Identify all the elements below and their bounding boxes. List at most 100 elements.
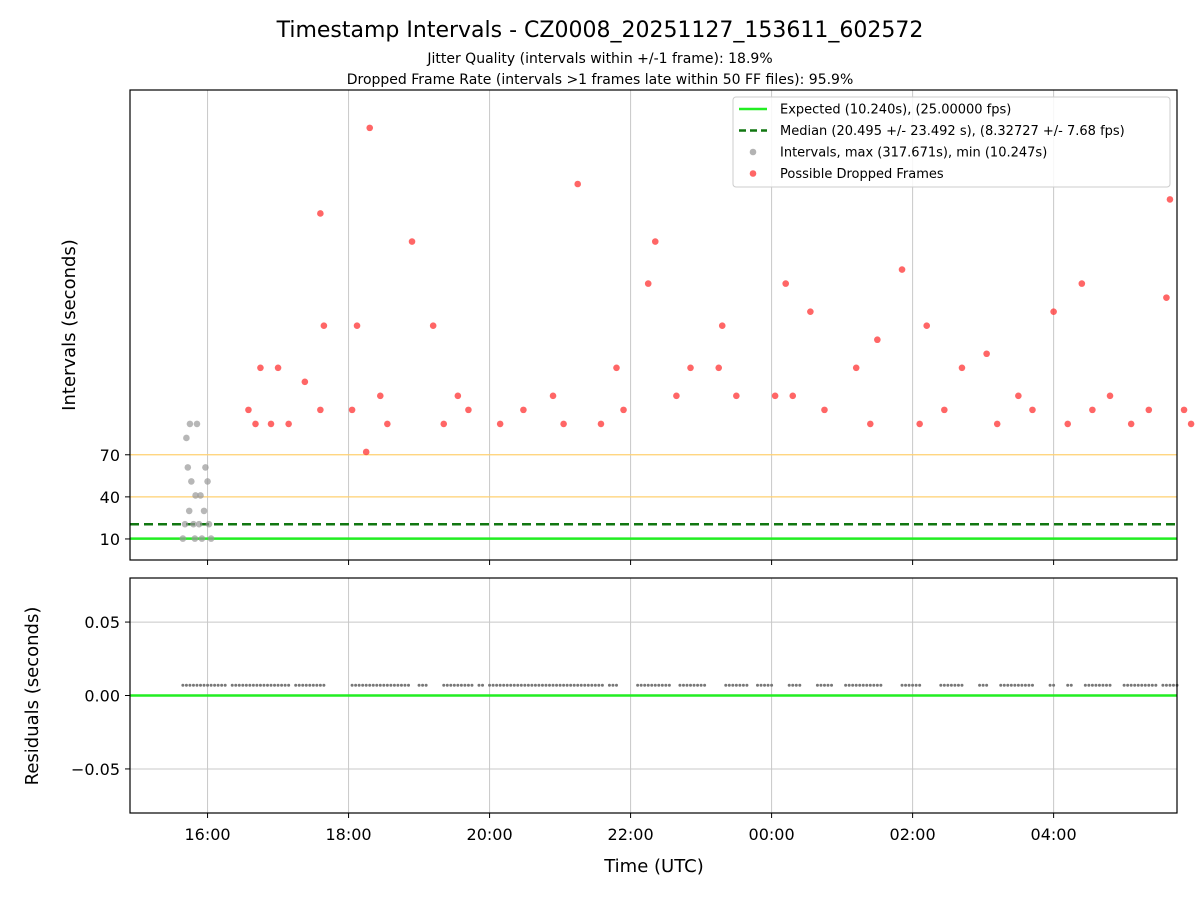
dropped-frame-point-5 [1166,196,1174,203]
residual-point-100 [593,683,597,687]
residual-point-190 [1097,683,1101,687]
residual-point-139 [798,683,802,687]
dropped-frame-point-6 [644,280,652,287]
dropped-frame-point-9 [1078,280,1086,287]
residual-point-16 [241,683,245,687]
residual-point-67 [470,683,474,687]
legend-entry-3: Possible Dropped Frames [780,167,944,182]
dropped-frame-point-44 [465,406,472,414]
residual-point-194 [1122,683,1126,687]
top-panel: 10 40 70 Intervals (seconds) Expected (10.… [59,89,1195,565]
top-axis-ticks: 10 40 70 [100,446,1055,565]
bottom-xtick-label-3: 22:00 [608,825,654,844]
interval-point-0 [179,535,187,542]
residual-point-26 [276,683,280,687]
residual-point-188 [1090,683,1094,687]
dropped-frame-point-23 [301,378,309,386]
residual-point-125 [727,683,731,687]
residual-point-141 [819,683,823,687]
bottom-xtick-label-4: 00:00 [749,825,795,844]
residual-point-175 [1009,683,1013,687]
dropped-frame-point-7 [782,280,789,287]
chart-title: Timestamp Intervals - CZ0008_20251127_15… [276,18,924,43]
dropped-frame-point-61 [1127,420,1135,428]
residual-point-38 [322,683,326,687]
dropped-frame-point-17 [923,322,931,330]
residual-point-118 [685,683,689,687]
residual-point-85 [540,683,544,687]
interval-point-7 [190,520,197,528]
interval-point-3 [184,464,192,471]
residual-point-110 [650,683,654,687]
bottom-xtick-label-2: 20:00 [467,825,513,844]
dropped-frame-point-60 [1089,406,1096,414]
residual-point-77 [512,683,516,687]
interval-point-1 [181,520,189,528]
residual-point-171 [985,683,989,687]
residual-point-142 [822,683,826,687]
residual-point-70 [488,683,492,687]
residual-point-199 [1140,683,1144,687]
residual-point-97 [583,683,587,687]
residual-point-99 [590,683,594,687]
legend: Expected (10.240s), (25.00000 fps) Median… [732,96,1171,188]
residual-point-185 [1069,683,1073,687]
top-ylabel: Intervals (seconds) [59,239,80,411]
dropped-frame-point-8 [898,266,906,273]
residual-point-78 [516,683,520,687]
bottom-ylabel: Residuals (seconds) [22,607,43,786]
dropped-frame-point-50 [673,392,680,400]
residual-point-129 [741,683,745,687]
residual-point-111 [653,683,657,687]
residual-point-173 [1002,683,1006,687]
residual-point-0 [181,683,185,687]
residual-point-11 [220,683,224,687]
residual-point-19 [251,683,255,687]
dropped-frame-point-13 [613,364,620,372]
residual-point-47 [378,683,382,687]
residual-point-151 [865,683,869,687]
residual-point-82 [530,683,534,687]
residual-point-76 [509,683,513,687]
dropped-frame-point-19 [983,350,990,358]
residual-point-180 [1027,683,1031,687]
residual-point-192 [1104,683,1108,687]
dropped-frame-point-21 [1163,294,1170,301]
dropped-frame-point-29 [852,364,860,372]
residual-point-205 [1164,683,1168,687]
residual-point-74 [502,683,506,687]
dropped-frame-point-46 [520,406,527,414]
residual-point-158 [907,683,911,687]
residual-point-4 [195,683,199,687]
dropped-frame-point-30 [687,364,694,372]
residual-point-181 [1030,683,1034,687]
residual-point-42 [361,683,365,687]
residual-point-15 [237,683,241,687]
residual-point-72 [495,683,499,687]
dropped-frame-point-1 [574,180,582,188]
residual-point-130 [745,683,749,687]
dropped-frame-point-42 [384,420,391,428]
top-plot-frame [129,89,1178,561]
bottom-ytick-label-2: −0.05 [71,760,120,779]
bottom-xtick-label-0: 16:00 [185,825,231,844]
residual-point-2 [188,683,192,687]
residual-point-5 [199,683,203,687]
residual-point-202 [1150,683,1154,687]
residual-point-195 [1126,683,1130,687]
legend-entry-0: Expected (10.240s), (25.00000 fps) [780,103,1011,118]
residual-point-198 [1136,683,1140,687]
dropped-frame-point-62 [1145,406,1153,414]
residual-point-83 [533,683,537,687]
residual-point-106 [636,683,640,687]
legend-swatch-3 [749,170,757,177]
residual-point-114 [664,683,668,687]
residual-point-96 [579,683,583,687]
dropped-frame-point-45 [496,420,504,428]
residual-point-36 [315,683,319,687]
residual-point-140 [815,683,819,687]
dropped-frame-point-40 [348,406,356,414]
residual-point-196 [1129,683,1133,687]
residual-point-156 [900,683,904,687]
bottom-panel: 0.05 0.00 −0.05 16:00 18:00 20:00 22:00 00:00 02… [22,577,1179,877]
